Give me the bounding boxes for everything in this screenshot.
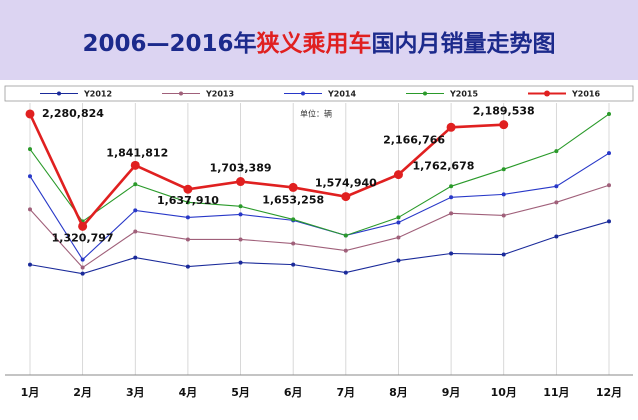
- data-point: [501, 192, 506, 197]
- x-tick-label: 8月: [389, 386, 408, 399]
- data-point: [343, 270, 348, 275]
- data-label: 1,653,258: [262, 193, 324, 206]
- data-point: [501, 213, 506, 218]
- x-tick-label: 2月: [73, 386, 92, 399]
- data-point: [343, 248, 348, 253]
- unit-annotation: 单位：辆: [300, 109, 332, 119]
- data-point: [28, 174, 32, 179]
- data-point: [554, 149, 559, 154]
- legend-label: Y2014: [327, 90, 356, 99]
- data-point: [238, 212, 243, 217]
- data-point: [501, 167, 506, 172]
- series-line: [29, 113, 610, 237]
- data-point: [499, 120, 509, 130]
- data-point: [396, 235, 401, 240]
- data-point: [343, 233, 348, 238]
- legend-marker: [423, 91, 427, 96]
- chart-title: 2006—2016年狭义乘用车国内月销量走势图: [82, 30, 555, 57]
- legend-label: Y2012: [83, 90, 112, 99]
- data-point: [607, 219, 611, 224]
- legend-marker: [57, 91, 61, 96]
- title-part: 国内月销量走势图: [372, 31, 556, 57]
- data-point: [291, 262, 296, 267]
- data-point: [185, 200, 190, 205]
- data-point: [607, 151, 611, 156]
- data-point: [80, 257, 85, 262]
- data-point: [396, 258, 401, 263]
- data-label: 1,703,389: [210, 162, 272, 175]
- data-point: [291, 241, 296, 246]
- series-line: [29, 220, 610, 275]
- data-point: [133, 182, 138, 187]
- x-tick-label: 7月: [336, 386, 355, 399]
- data-point: [288, 182, 298, 192]
- x-tick-label: 6月: [284, 386, 303, 399]
- data-point: [133, 255, 138, 260]
- x-tick-label: 12月: [596, 386, 622, 399]
- data-point: [238, 260, 243, 265]
- data-label: 2,280,824: [42, 107, 104, 120]
- x-tick-label: 11月: [543, 386, 569, 399]
- x-tick-label: 9月: [442, 386, 461, 399]
- data-label: 1,637,910: [157, 194, 219, 207]
- data-label: 1,762,678: [412, 160, 474, 173]
- data-point: [396, 220, 401, 225]
- series-line: [28, 113, 504, 229]
- data-point: [449, 211, 454, 216]
- legend-marker: [179, 91, 183, 96]
- x-tick-label: 1月: [21, 386, 40, 399]
- x-tick-label: 3月: [126, 386, 145, 399]
- data-point: [183, 184, 193, 194]
- legend-label: Y2013: [205, 90, 234, 99]
- data-point: [28, 262, 32, 267]
- title-part: 2006—2016年: [82, 30, 256, 57]
- data-point: [554, 234, 559, 239]
- data-point: [28, 147, 32, 152]
- title-part: 狭义乘用车: [256, 30, 372, 57]
- data-point: [133, 208, 138, 213]
- legend-marker: [301, 91, 305, 96]
- data-point: [185, 215, 190, 220]
- legend-marker: [544, 90, 550, 97]
- data-point: [236, 177, 246, 187]
- title-band: [0, 0, 638, 80]
- data-point: [185, 237, 190, 242]
- data-point: [185, 264, 190, 269]
- data-point: [133, 229, 138, 234]
- data-point: [80, 271, 85, 276]
- legend-label: Y2015: [449, 90, 478, 99]
- data-label: 1,574,940: [315, 177, 377, 190]
- data-point: [449, 251, 454, 256]
- data-point: [238, 204, 243, 209]
- data-point: [446, 122, 456, 132]
- data-point: [449, 184, 454, 189]
- data-point: [501, 252, 506, 257]
- data-point: [554, 184, 559, 189]
- data-point: [28, 207, 32, 212]
- data-point: [291, 217, 296, 222]
- data-point: [396, 215, 401, 220]
- data-point: [78, 221, 88, 231]
- legend-label: Y2016: [571, 90, 600, 99]
- data-label: 2,166,766: [383, 133, 445, 146]
- data-point: [607, 183, 611, 188]
- data-point: [393, 170, 403, 180]
- series-line: [29, 184, 610, 269]
- data-point: [25, 109, 35, 119]
- data-point: [341, 192, 351, 202]
- data-label: 1,841,812: [106, 146, 168, 159]
- data-label: 1,320,797: [52, 231, 114, 244]
- data-point: [449, 195, 454, 200]
- data-point: [238, 237, 243, 242]
- data-point: [607, 112, 611, 117]
- data-point: [554, 200, 559, 205]
- x-tick-label: 5月: [231, 386, 250, 399]
- data-point: [130, 160, 140, 170]
- data-point: [80, 265, 85, 270]
- x-tick-label: 10月: [491, 386, 517, 399]
- x-tick-label: 4月: [179, 386, 198, 399]
- data-label: 2,189,538: [473, 105, 535, 118]
